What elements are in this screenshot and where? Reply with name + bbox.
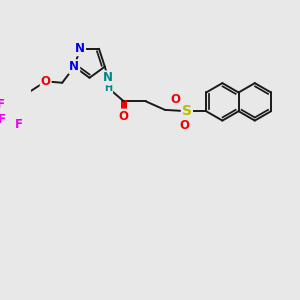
- Text: O: O: [171, 94, 181, 106]
- Text: H: H: [104, 83, 112, 93]
- Text: F: F: [0, 113, 6, 126]
- Text: O: O: [41, 75, 51, 88]
- Text: O: O: [119, 110, 129, 122]
- Text: N: N: [103, 71, 113, 84]
- Text: N: N: [69, 60, 79, 73]
- Text: S: S: [182, 104, 192, 118]
- Text: N: N: [75, 42, 85, 55]
- Text: F: F: [15, 118, 23, 131]
- Text: O: O: [179, 119, 189, 132]
- Text: F: F: [0, 98, 4, 111]
